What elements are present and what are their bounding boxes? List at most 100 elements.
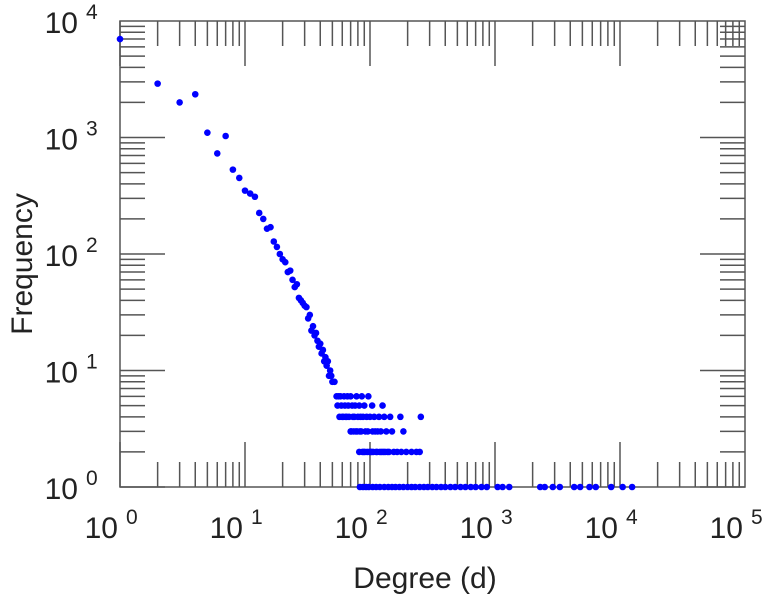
data-point — [433, 483, 440, 491]
data-point — [380, 413, 388, 421]
data-point — [259, 215, 267, 223]
data-point — [281, 258, 289, 266]
data-point — [276, 250, 284, 258]
x-tick-exponent: 2 — [376, 506, 388, 529]
data-point — [267, 223, 274, 231]
data-point — [251, 193, 259, 201]
data-points — [116, 35, 636, 491]
data-point — [416, 448, 424, 456]
data-point — [324, 357, 332, 365]
data-point — [411, 483, 419, 491]
x-tick-labels: 10 0 10 1 10 2 10 3 10 4 10 5 — [85, 506, 763, 545]
data-point — [370, 413, 378, 421]
y-tick-label: 10 — [45, 357, 78, 390]
data-point — [364, 428, 372, 435]
data-point — [570, 483, 578, 491]
data-point — [628, 483, 636, 491]
data-point — [505, 483, 513, 491]
data-point — [303, 303, 310, 311]
data-point — [255, 209, 263, 217]
data-point — [222, 132, 229, 140]
x-tick-exponent: 3 — [501, 506, 513, 529]
y-tick-label: 10 — [45, 7, 78, 40]
y-tick-exponent: 4 — [86, 1, 98, 24]
data-point — [358, 393, 366, 400]
data-point — [494, 483, 501, 491]
data-point — [375, 413, 383, 421]
data-point — [592, 483, 600, 491]
data-point — [270, 238, 278, 245]
data-point — [483, 483, 491, 491]
data-point — [191, 90, 199, 98]
x-tick-label: 10 — [85, 512, 118, 545]
y-tick-label: 10 — [45, 124, 78, 157]
data-point — [536, 483, 544, 491]
data-point — [607, 483, 615, 491]
data-point — [576, 483, 584, 491]
x-tick-label: 10 — [585, 512, 618, 545]
data-point — [400, 428, 407, 435]
data-point — [176, 99, 183, 106]
y-tick-exponent: 3 — [86, 118, 98, 141]
data-point — [382, 428, 390, 435]
data-point — [229, 166, 237, 173]
data-point — [619, 483, 626, 491]
data-point — [246, 190, 254, 197]
data-point — [541, 483, 549, 491]
data-point — [355, 402, 363, 409]
y-tick-label: 10 — [45, 240, 78, 273]
data-point — [154, 80, 161, 87]
data-point — [402, 448, 410, 456]
data-point — [478, 483, 485, 491]
data-point — [499, 483, 506, 491]
data-point — [289, 276, 296, 284]
data-point — [213, 150, 221, 157]
x-tick-label: 10 — [460, 512, 493, 545]
data-point — [467, 483, 475, 491]
y-tick-exponent: 0 — [86, 467, 98, 490]
data-point — [368, 402, 376, 409]
y-axis-title: Frequency — [6, 193, 39, 335]
y-tick-labels: 10 0 10 1 10 2 10 3 10 4 — [45, 1, 98, 506]
data-point — [116, 35, 124, 43]
data-point — [441, 483, 449, 491]
data-point — [385, 448, 393, 456]
data-point — [586, 483, 593, 491]
data-point — [377, 428, 385, 435]
y-tick-exponent: 2 — [86, 234, 98, 257]
data-point — [347, 393, 354, 400]
data-point — [319, 346, 327, 354]
data-point — [306, 311, 314, 319]
data-point — [447, 483, 454, 491]
x-tick-label: 10 — [210, 512, 243, 545]
x-axis-title: Degree (d) — [353, 562, 496, 595]
data-point — [417, 413, 425, 421]
data-point — [408, 448, 415, 456]
x-tick-exponent: 0 — [126, 506, 138, 529]
data-point — [293, 280, 301, 288]
x-tick-exponent: 1 — [251, 506, 263, 529]
data-point — [312, 329, 320, 337]
data-point — [365, 393, 372, 400]
data-point — [360, 402, 368, 409]
plot-frame — [119, 20, 746, 488]
data-point — [388, 428, 396, 435]
data-point — [472, 483, 479, 491]
data-point — [386, 413, 394, 421]
data-point — [457, 483, 464, 491]
x-tick-exponent: 5 — [751, 506, 763, 529]
data-point — [327, 372, 335, 380]
data-point — [353, 393, 360, 400]
data-point — [273, 243, 281, 251]
y-tick-label: 10 — [45, 473, 78, 506]
x-tick-exponent: 4 — [626, 506, 638, 529]
data-point — [316, 340, 324, 347]
y-tick-exponent: 1 — [86, 351, 98, 374]
x-tick-label: 10 — [710, 512, 743, 545]
data-point — [204, 129, 211, 136]
data-point — [549, 483, 557, 491]
data-point — [398, 448, 405, 456]
data-point — [379, 402, 386, 409]
data-point — [331, 378, 338, 386]
